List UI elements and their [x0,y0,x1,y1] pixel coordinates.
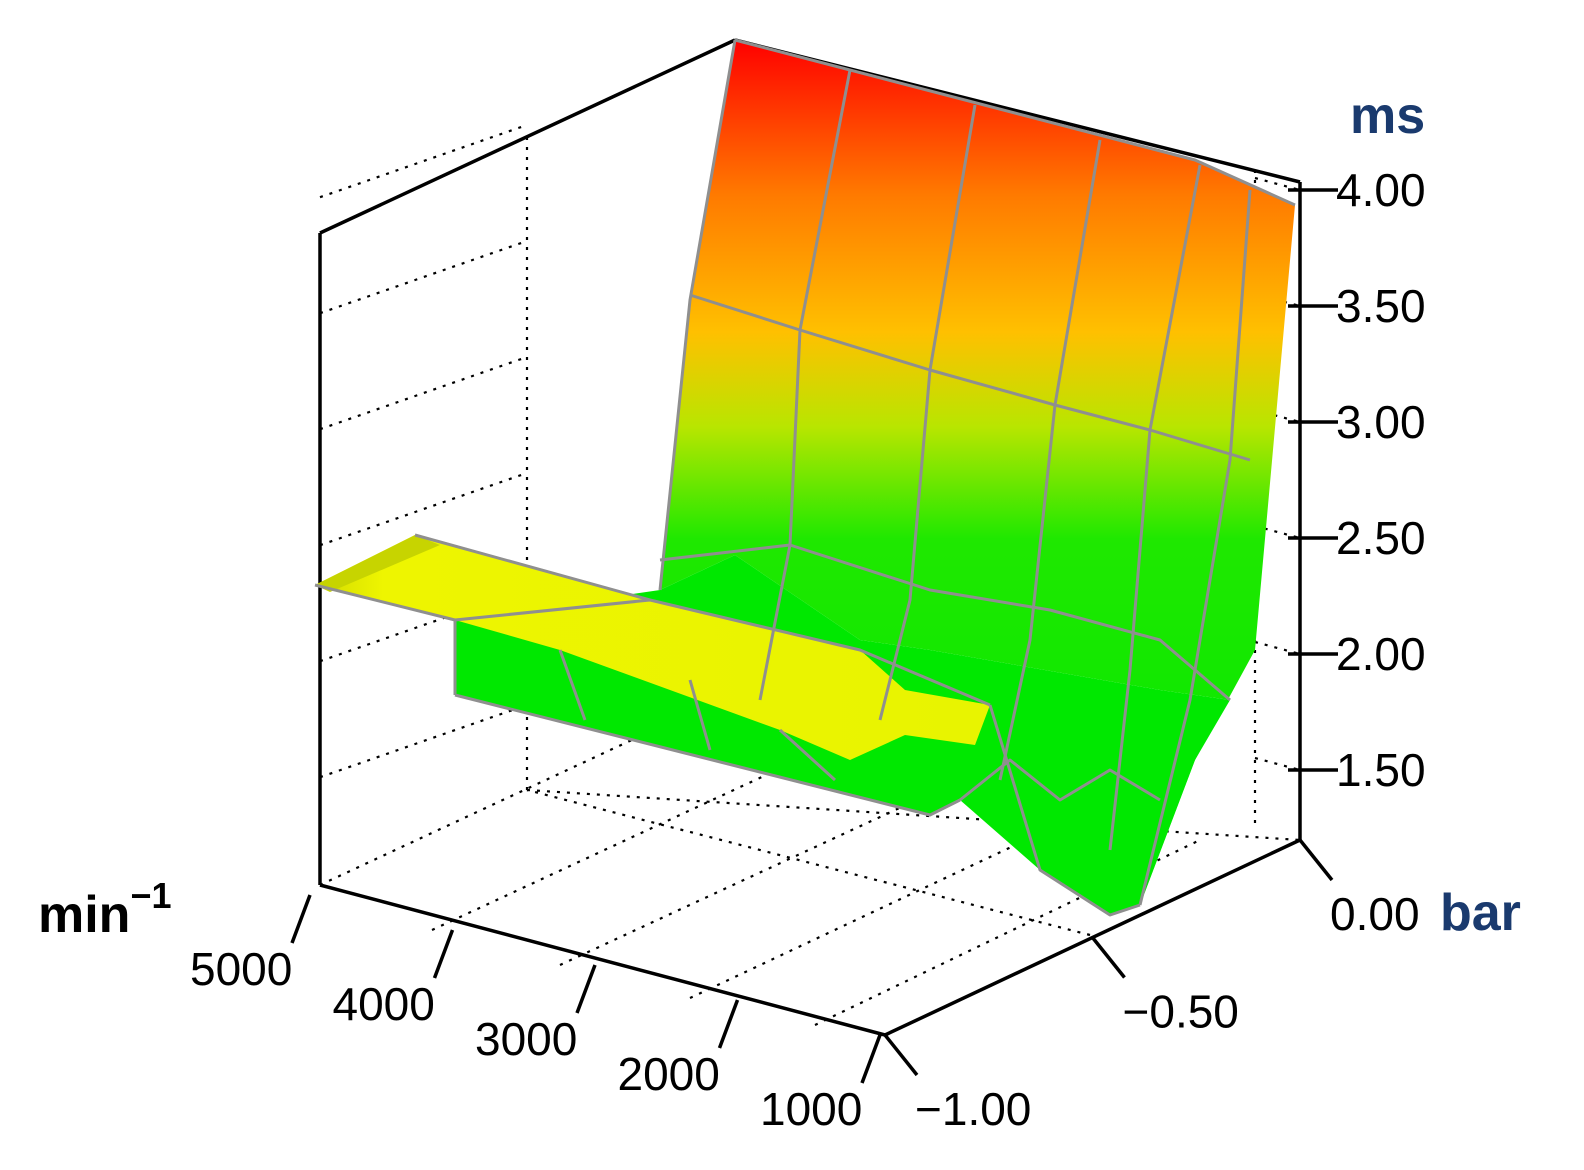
speed-axis-unit-exponent: −1 [130,875,171,916]
grid-floor-a [431,749,821,931]
speed-tick-0 [860,1034,882,1084]
surface-plot [314,38,1296,917]
speed-tick-4 [290,894,312,944]
grid-floor-b [559,779,961,966]
mesh-line-wall-d [998,139,1102,781]
mesh-line-top-edge [734,38,1296,207]
mesh-line-dip [988,704,1141,917]
speed-axis-unit: min−1 [38,875,172,944]
mesh-line-wall-e [1108,164,1202,851]
z-grid-back-4 [319,239,528,315]
z-tick-label-1: 2.00 [1336,628,1426,680]
pressure-tick-2 [1298,838,1334,882]
speed-tick-label-0: 1000 [760,1083,862,1135]
pressure-tick-label-1: −0.50 [1123,986,1239,1038]
speed-tick-label-4: 5000 [190,943,292,995]
surface-shelf [315,535,990,760]
speed-tick-label-3: 4000 [333,978,435,1030]
mesh-line-dip-b [959,758,1161,802]
mesh-line-low [659,543,1231,702]
z-grid-back-5 [319,123,528,199]
speed-tick-label-2: 3000 [475,1013,577,1065]
z-grid-back-2 [319,471,528,547]
speed-tick-label-1: 2000 [618,1048,720,1100]
z-tick-label-0: 1.50 [1336,744,1426,796]
pressure-tick-1 [1091,936,1126,979]
surface-shelf-edge-shadow [315,535,440,592]
mesh-line-wall-b [758,69,852,701]
mesh-line-wall-c [878,104,977,721]
speed-axis: 1000 2000 3000 4000 5000 [190,894,882,1135]
grid-floor-d [814,839,1201,1026]
floor-left-edge [319,883,886,1037]
mesh-line-floor-d [778,728,837,782]
z-grid-side-1 [1254,640,1301,656]
mesh-line-wall-a [658,39,737,591]
surface-wall [660,40,1295,915]
z-tick-label-4: 3.50 [1336,280,1426,332]
speed-tick-2 [575,964,597,1014]
mesh-line-shelf-back [414,533,651,602]
mesh-line-wall-f [1138,189,1252,906]
z-tick-label-2: 2.50 [1336,512,1426,564]
z-tick-label-3: 3.00 [1336,396,1426,448]
pressure-tick-0 [883,1033,919,1077]
z-tick-label-5: 4.00 [1336,164,1426,216]
mesh-line-floor-b [558,649,587,721]
z-grid-side-0 [1254,756,1301,772]
speed-tick-3 [432,929,455,979]
speed-tick-1 [717,999,740,1049]
mesh-line-floor-c [688,679,712,751]
pressure-axis-unit: bar [1440,884,1521,942]
mesh-line-mid-1 [689,293,1251,462]
z-grid-back-3 [319,355,528,431]
grid-floor-e [526,788,1091,937]
back-top-edge [319,38,736,235]
z-axis-unit: ms [1350,87,1425,145]
grid-floor-c [689,809,1091,999]
z-axis: 1.50 2.00 2.50 3.00 3.50 4.00 [1288,164,1426,796]
speed-axis-unit-base: min [38,886,130,944]
pressure-tick-label-2: 0.00 [1330,888,1420,940]
z-grid-back-0 [319,703,528,779]
pressure-axis: −1.00 −0.50 0.00 [883,838,1420,1135]
pressure-tick-label-0: −1.00 [915,1083,1031,1135]
mesh-line-floor-front [454,693,961,817]
